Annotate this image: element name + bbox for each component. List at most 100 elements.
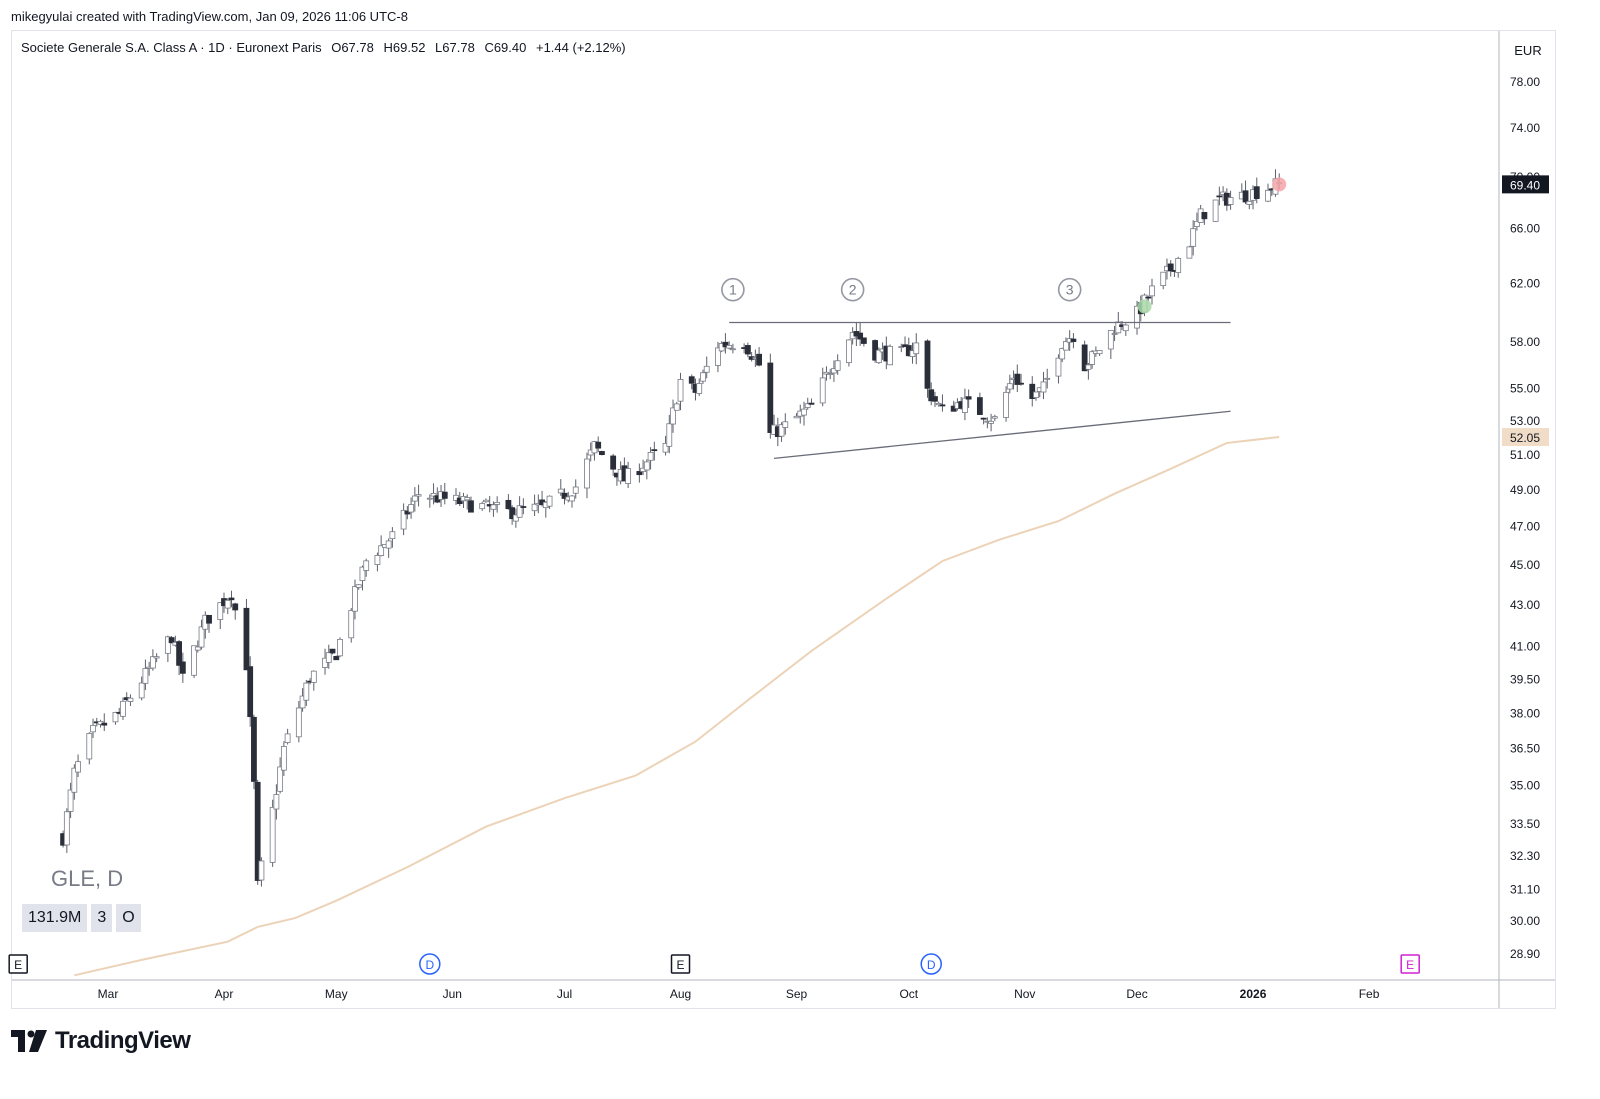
price-tick-label: 47.00: [1510, 520, 1540, 534]
candle-body: [778, 424, 785, 437]
candle-body: [928, 389, 935, 402]
candle-body: [572, 486, 579, 494]
candle-body: [1070, 338, 1077, 342]
earnings-event-badge: [1400, 954, 1420, 974]
candle-body: [744, 345, 751, 355]
candle-body: [1029, 383, 1036, 399]
moving-average-tag: [1502, 428, 1549, 447]
candle-body: [1194, 220, 1200, 227]
candle-body: [71, 767, 78, 793]
candle-body: [1122, 324, 1129, 332]
candle-body: [494, 501, 501, 505]
candle-body: [295, 707, 302, 738]
candle-body: [464, 497, 471, 501]
candle-body: [512, 514, 519, 522]
price-tick-label: 58.00: [1510, 335, 1540, 349]
time-tick-label: Sep: [786, 987, 808, 1001]
chart-attribution: mikegyulai created with TradingView.com,…: [11, 9, 408, 24]
candle-body: [243, 607, 250, 671]
currency-button[interactable]: EUR: [1514, 43, 1542, 58]
candle-body: [280, 746, 287, 771]
price-tick-label: 45.00: [1510, 558, 1540, 572]
candle-body: [965, 396, 972, 400]
candle-body: [1044, 377, 1051, 380]
volume-badge: 131.9M: [22, 904, 88, 932]
price-tick-label: 28.90: [1510, 947, 1540, 961]
candle-body: [767, 362, 774, 433]
candle-body: [666, 423, 673, 447]
candle-body: [696, 383, 703, 394]
candle-body: [441, 491, 448, 499]
candle-body: [636, 471, 643, 476]
candle-body: [976, 397, 983, 415]
candle-body: [875, 349, 882, 363]
ohlc-legend: Societe Generale S.A. Class A · 1D · Eur…: [21, 40, 632, 55]
candle-body: [483, 499, 489, 503]
candle-body: [378, 545, 385, 557]
candle-body: [411, 495, 418, 502]
candle-body: [546, 495, 553, 507]
candle-body: [700, 372, 706, 382]
candle-body: [625, 468, 632, 484]
candle-body: [1059, 348, 1066, 360]
candle-body: [808, 402, 815, 405]
symbol-watermark: GLE, D: [51, 866, 124, 891]
tradingview-logo: TradingView: [11, 1027, 191, 1055]
candle-body: [127, 697, 134, 702]
earnings-event-label: E: [677, 958, 685, 972]
price-tick-label: 49.00: [1510, 483, 1540, 497]
time-tick-label: Aug: [670, 987, 691, 1001]
candle-body: [426, 497, 433, 500]
candle-body: [1014, 373, 1021, 385]
candle-body: [782, 421, 789, 428]
candle-body: [1081, 344, 1088, 372]
price-tick-label: 30.00: [1510, 914, 1540, 928]
candle-body: [1003, 391, 1009, 418]
candle-body: [269, 806, 276, 863]
candle-body: [988, 420, 994, 424]
last-price-label: 69.40: [1510, 178, 1540, 192]
candle-body: [63, 811, 70, 846]
count-badge: 3: [91, 904, 113, 932]
candle-body: [254, 781, 261, 881]
candle-body: [962, 397, 968, 413]
candle-body: [86, 733, 93, 760]
candle-body: [1265, 189, 1271, 202]
candle-body: [194, 646, 201, 651]
candle-body: [509, 507, 516, 520]
candle-body: [247, 666, 254, 718]
volume-badges: 131.9M 3 O: [22, 904, 141, 932]
candle-body: [643, 461, 650, 471]
candle-body: [505, 499, 512, 510]
candle-body: [363, 560, 370, 571]
time-tick-label: Jul: [557, 987, 572, 1001]
candle-body: [1085, 364, 1092, 370]
candle-body: [138, 682, 145, 699]
high-value: H69.52: [383, 40, 426, 55]
candle-body: [1018, 382, 1024, 385]
candle-body: [924, 340, 931, 389]
candle-body: [150, 656, 156, 669]
pivot-marker-label: 3: [1066, 282, 1074, 298]
candle-body: [827, 373, 834, 375]
candle-body: [722, 341, 729, 348]
candle-body: [1055, 357, 1062, 377]
candle-body: [991, 416, 998, 419]
earnings-event-label: E: [1406, 958, 1414, 972]
candle-body: [726, 345, 733, 349]
candle-body: [329, 648, 336, 654]
candle-body: [1149, 285, 1155, 297]
pivot-marker-circle: [1057, 277, 1082, 302]
time-tick-label: Mar: [98, 987, 119, 1001]
candle-body: [67, 789, 74, 812]
candle-body: [179, 661, 186, 674]
time-tick-label: Feb: [1359, 987, 1380, 1001]
candle-body: [168, 637, 175, 644]
candle-body: [468, 500, 474, 513]
candle-body: [1242, 190, 1249, 203]
instrument-title: Societe Generale S.A. Class A · 1D · Eur…: [21, 40, 322, 55]
time-tick-label: Oct: [899, 987, 918, 1001]
candle-body: [90, 725, 96, 733]
candle-body: [1227, 197, 1234, 205]
